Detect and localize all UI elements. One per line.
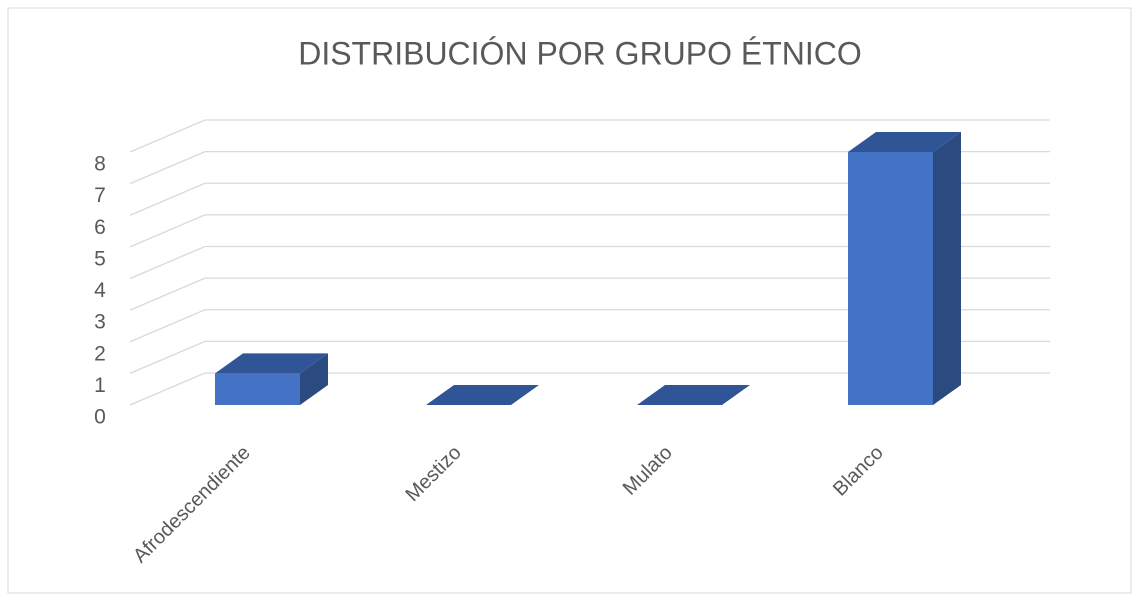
- y-tick-label: 6: [94, 216, 106, 239]
- grid-line: [129, 340, 1050, 374]
- grid-line: [129, 277, 1050, 311]
- bar-top: [426, 385, 539, 405]
- bar-top: [637, 385, 750, 405]
- bar-front: [215, 373, 300, 405]
- grid-line: [129, 182, 1050, 216]
- grid-line: [129, 150, 1050, 185]
- bar: [215, 353, 328, 405]
- grid-line: [129, 309, 1050, 343]
- bar: [848, 132, 961, 405]
- y-tick-label: 2: [94, 342, 106, 365]
- grid-line: [129, 119, 1050, 153]
- grid-line: [129, 245, 1050, 280]
- bar-top: [848, 132, 961, 152]
- grid-line: [129, 372, 1050, 406]
- y-tick-label: 7: [94, 184, 106, 207]
- y-tick-label: 1: [94, 374, 106, 397]
- y-tick-label: 4: [94, 279, 106, 302]
- bar: [637, 385, 750, 405]
- y-tick-label: 8: [94, 153, 106, 176]
- y-tick-label: 0: [94, 406, 106, 429]
- bar-top: [215, 353, 328, 374]
- bar-front: [848, 152, 933, 405]
- bar: [426, 385, 539, 405]
- y-tick-label: 3: [94, 311, 106, 334]
- y-tick-label: 5: [94, 247, 106, 270]
- bar-side: [300, 353, 328, 405]
- chart-title: DISTRIBUCIÓN POR GRUPO ÉTNICO: [298, 35, 862, 71]
- bar-side: [933, 132, 961, 405]
- grid-line: [129, 214, 1050, 248]
